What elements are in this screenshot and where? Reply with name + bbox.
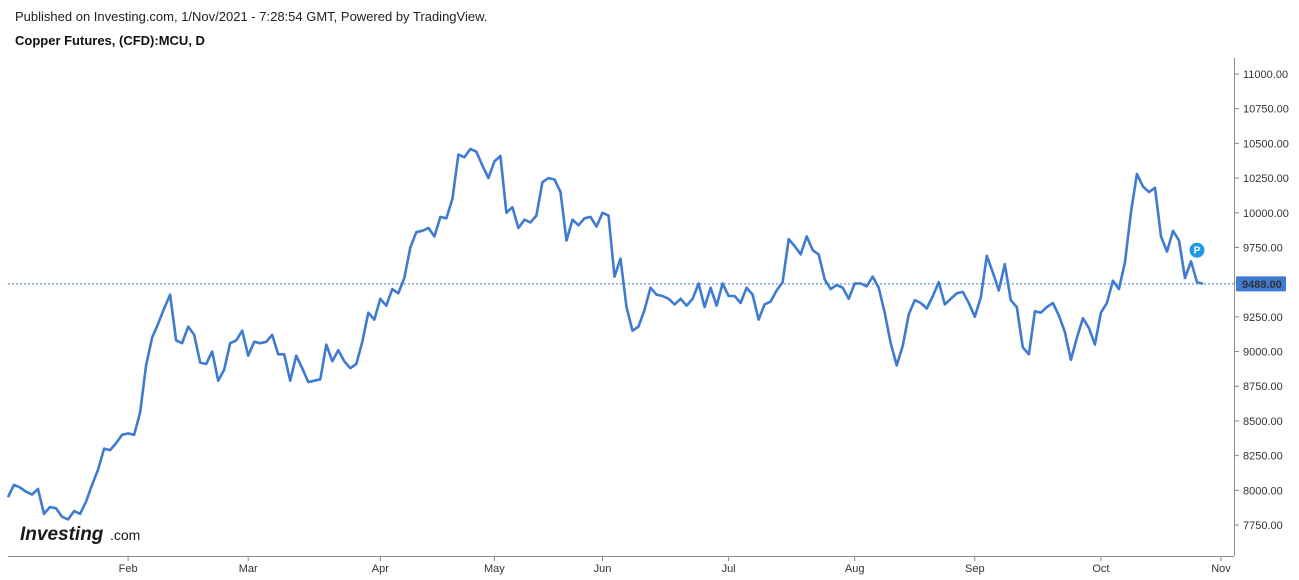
- logo-suffix: .com: [110, 527, 140, 543]
- x-tick-label: Jun: [594, 563, 612, 575]
- y-tick-label: 10750.00: [1243, 104, 1289, 116]
- y-tick-label: 8000.00: [1243, 485, 1283, 497]
- y-tick-label: 8500.00: [1243, 416, 1283, 428]
- chart-title: Copper Futures, (CFD):MCU, D: [15, 33, 205, 48]
- logo-brand: Investing: [20, 524, 104, 545]
- last-price-text: 9488.00: [1242, 279, 1282, 291]
- plot-area[interactable]: [8, 58, 1235, 557]
- y-tick-label: 7750.00: [1243, 520, 1283, 532]
- y-tick-label: 10000.00: [1243, 208, 1289, 220]
- y-tick-label: 8250.00: [1243, 451, 1283, 463]
- y-tick-label: 9000.00: [1243, 347, 1283, 359]
- x-tick-label: Feb: [119, 563, 138, 575]
- y-tick-label: 9750.00: [1243, 242, 1283, 254]
- price-series-line[interactable]: [6, 147, 1204, 521]
- x-tick-label: Jul: [722, 563, 736, 575]
- x-tick-label: Apr: [372, 563, 389, 575]
- y-tick-label: 11000.00: [1243, 69, 1288, 81]
- p-badge[interactable]: P: [1189, 242, 1205, 258]
- p-badge-label: P: [1194, 246, 1201, 257]
- last-price-label: 9488.00: [1236, 276, 1286, 292]
- y-tick-label: 9250.00: [1243, 312, 1283, 324]
- x-tick-label: Sep: [965, 563, 985, 575]
- x-tick-label: Oct: [1092, 563, 1109, 575]
- investing-logo: Investing .com: [20, 524, 140, 545]
- y-tick-label: 8750.00: [1243, 381, 1283, 393]
- x-tick-label: Mar: [239, 563, 258, 575]
- x-tick-label: May: [484, 563, 505, 575]
- x-tick-label: Nov: [1211, 563, 1231, 575]
- x-tick-label: Aug: [845, 563, 865, 575]
- y-tick-label: 10500.00: [1243, 138, 1289, 150]
- published-note: Published on Investing.com, 1/Nov/2021 -…: [15, 9, 488, 24]
- y-tick-label: 10250.00: [1243, 173, 1289, 185]
